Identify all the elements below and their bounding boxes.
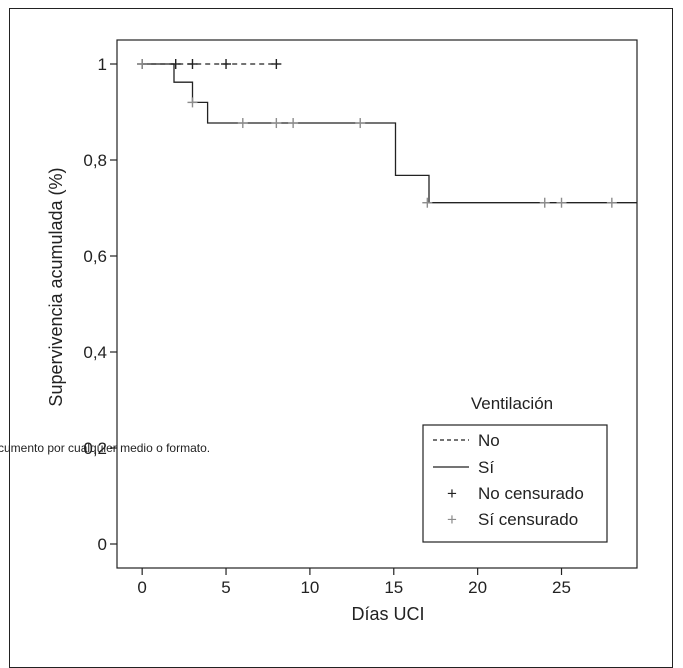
y-axis-ticks: 0 0,2 0,4 0,6 0,8 1: [83, 55, 117, 554]
censor-mark-no-censurado: [271, 59, 282, 69]
legend-label-si-censurado: Sí censurado: [478, 510, 578, 529]
censor-mark-s-censurado: [237, 118, 248, 129]
censor-mark-s-censurado: [271, 118, 282, 129]
censor-mark-s-censurado: [137, 59, 148, 69]
x-axis-title: Días UCI: [351, 604, 424, 624]
watermark-text: cumento por cualquier medio o formato.: [0, 441, 211, 455]
censor-mark-s-censurado: [288, 118, 299, 129]
legend-label-no: No: [478, 431, 500, 450]
legend: Ventilación No Sí + No censurado + Sí ce…: [422, 394, 608, 543]
y-tick-label: 1: [98, 55, 107, 74]
survival-chart: 0 0,2 0,4 0,6 0,8 1 0 5 10 15 20 25 Días UCI Super…: [46, 39, 638, 624]
y-tick-label: 0,8: [83, 151, 107, 170]
censor-marks: [137, 59, 617, 208]
censor-mark-s-censurado: [422, 197, 433, 208]
legend-label-si: Sí: [478, 458, 494, 477]
x-tick-label: 15: [384, 578, 403, 597]
x-axis-ticks: 0 5 10 15 20 25: [137, 568, 571, 597]
y-tick-label: 0,6: [83, 247, 107, 266]
x-tick-label: 25: [552, 578, 571, 597]
x-tick-label: 5: [221, 578, 230, 597]
censor-mark-no-censurado: [221, 59, 232, 69]
censor-mark-s-censurado: [606, 197, 617, 208]
censor-mark-no-censurado: [170, 59, 181, 69]
y-tick-label: 0,2: [83, 439, 107, 458]
legend-title: Ventilación: [471, 394, 553, 413]
legend-box: [422, 424, 608, 543]
x-tick-label: 20: [468, 578, 487, 597]
y-axis-title: Supervivencia acumulada (%): [46, 167, 66, 406]
censor-mark-s-censurado: [187, 97, 198, 108]
y-tick-label: 0,4: [83, 343, 107, 362]
censor-mark-s-censurado: [556, 197, 567, 208]
plot-area-border: [116, 39, 638, 569]
series-line-s-: [142, 63, 637, 204]
x-tick-label: 10: [300, 578, 319, 597]
legend-label-no-censurado: No censurado: [478, 484, 584, 503]
censor-mark-s-censurado: [539, 197, 550, 208]
survival-lines: [142, 63, 637, 204]
legend-si-censor-marker: +: [447, 510, 457, 529]
y-tick-label: 0: [98, 535, 107, 554]
censor-mark-no-censurado: [187, 59, 198, 69]
legend-no-censor-marker: +: [447, 484, 457, 503]
censor-mark-s-censurado: [355, 118, 366, 129]
x-tick-label: 0: [137, 578, 146, 597]
